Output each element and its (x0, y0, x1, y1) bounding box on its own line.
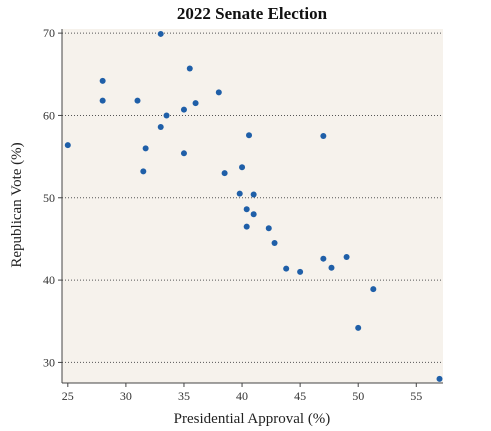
data-point (215, 89, 222, 96)
data-point (355, 324, 362, 331)
data-point (297, 268, 304, 275)
chart-title: 2022 Senate Election (177, 4, 328, 23)
y-tick-label: 60 (43, 108, 55, 122)
data-point (271, 240, 278, 247)
data-point (99, 97, 106, 104)
data-point (370, 286, 377, 293)
data-point (134, 97, 141, 104)
x-tick-label: 35 (178, 389, 190, 403)
y-tick-label: 50 (43, 191, 55, 205)
x-tick-label: 55 (410, 389, 422, 403)
x-tick-label: 50 (352, 389, 364, 403)
y-axis-label: Republican Vote (%) (9, 142, 25, 267)
data-point (142, 145, 149, 152)
data-point (328, 264, 335, 271)
data-point (140, 168, 147, 175)
plot-area: 30 40 50 60 70 25 30 35 40 45 50 55 (43, 26, 443, 403)
data-point (239, 164, 246, 171)
data-point (163, 112, 170, 119)
y-tick-label: 30 (43, 355, 55, 369)
data-point (265, 225, 272, 232)
data-point (243, 206, 250, 213)
data-point (221, 170, 228, 177)
data-point (436, 375, 443, 382)
x-tick-label: 40 (236, 389, 248, 403)
plot-background (62, 29, 443, 383)
data-point (180, 150, 187, 157)
data-point (250, 191, 257, 198)
y-tick-label: 70 (43, 26, 55, 40)
data-point (283, 265, 290, 272)
data-point (320, 133, 327, 140)
data-point (243, 223, 250, 230)
x-tick-label: 45 (294, 389, 306, 403)
data-point (343, 254, 350, 261)
data-point (157, 30, 164, 37)
data-point (246, 132, 253, 139)
data-point (250, 211, 257, 218)
data-point (192, 100, 199, 107)
x-tick-label: 30 (120, 389, 132, 403)
data-point (157, 123, 164, 130)
data-point (236, 190, 243, 197)
x-axis-label: Presidential Approval (%) (174, 411, 331, 427)
y-tick-label: 40 (43, 273, 55, 287)
data-point (64, 142, 71, 149)
data-point (320, 255, 327, 262)
data-point (180, 106, 187, 113)
data-point (99, 77, 106, 84)
data-point (186, 65, 193, 72)
x-tick-label: 25 (62, 389, 74, 403)
